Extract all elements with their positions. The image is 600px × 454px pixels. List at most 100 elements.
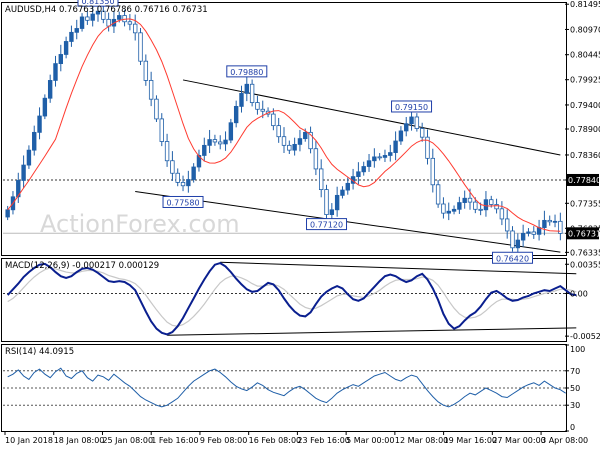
rsi-tick-label: 0 bbox=[570, 423, 575, 432]
x-tick-label: 27 Mar 00:00 bbox=[492, 436, 545, 445]
candle-body bbox=[414, 116, 420, 129]
candle-body bbox=[69, 31, 74, 42]
x-tick-label: 3 Apr 08:00 bbox=[541, 436, 588, 445]
price-tick-label: 0.78360 bbox=[570, 151, 600, 160]
price-annotation: 0.81350 bbox=[77, 0, 119, 7]
candle-body bbox=[558, 220, 563, 234]
candle-body bbox=[419, 128, 425, 138]
price-tick-label: 0.81495 bbox=[570, 0, 600, 9]
price-tag bbox=[566, 227, 599, 240]
price-tick-label: 0.80970 bbox=[570, 25, 600, 34]
candle-body bbox=[90, 13, 95, 21]
x-tick-label: 18 Jan 08:00 bbox=[54, 436, 105, 445]
annotation-label: 0.81350 bbox=[81, 0, 114, 6]
candle-body bbox=[223, 139, 228, 145]
macd-header: MACD(12,26,9) -0.000217 0.000129 bbox=[5, 261, 159, 271]
candle-body bbox=[404, 123, 409, 132]
macd-trendlines bbox=[167, 261, 577, 336]
candle-body bbox=[53, 63, 58, 81]
candle-body bbox=[5, 209, 10, 218]
channel-lower-line bbox=[135, 191, 561, 253]
candle-body bbox=[451, 208, 457, 212]
candle-body bbox=[356, 171, 361, 178]
rsi-tick-label: 50 bbox=[570, 384, 580, 393]
price-tick-label: 0.80445 bbox=[570, 51, 600, 60]
candle-body bbox=[435, 184, 441, 205]
candle-body bbox=[313, 148, 319, 170]
annotation-label: 0.79150 bbox=[395, 103, 428, 112]
x-tick-label: 1 Feb 16:00 bbox=[151, 436, 198, 445]
candle-body bbox=[191, 166, 196, 180]
price-annotation: 0.77120 bbox=[306, 218, 348, 231]
x-tick-label: 19 Mar 16:00 bbox=[444, 436, 497, 445]
macd-tick-label: -0.005207 bbox=[570, 332, 600, 341]
price-annotation: 0.77580 bbox=[162, 195, 204, 208]
candle-body bbox=[138, 32, 143, 62]
candle-body bbox=[276, 125, 281, 138]
candle-body bbox=[132, 23, 138, 34]
candle-body bbox=[430, 157, 435, 186]
price-axis: 0.81495 0.80970 0.80445 0.79925 0.79400 0.789… bbox=[565, 0, 600, 257]
candle-body bbox=[32, 131, 37, 151]
candle-body bbox=[377, 156, 382, 159]
candle-body bbox=[196, 155, 202, 168]
price-annotation: 0.79150 bbox=[391, 100, 433, 113]
price-annotation: 0.76420 bbox=[492, 251, 534, 264]
candle-body bbox=[526, 231, 531, 234]
candle-body bbox=[95, 10, 101, 15]
candle-body bbox=[382, 155, 388, 158]
candle-body bbox=[499, 208, 505, 220]
annotation-box bbox=[306, 218, 348, 231]
candle-body bbox=[63, 41, 69, 55]
moving-average-line bbox=[7, 18, 561, 232]
candle-body bbox=[154, 98, 159, 120]
candle-body bbox=[318, 168, 324, 190]
candle-body bbox=[462, 197, 467, 203]
candle-body bbox=[42, 97, 48, 117]
candle-body bbox=[175, 172, 180, 183]
candle-body bbox=[441, 203, 446, 214]
rsi-tick-label: 70 bbox=[570, 367, 580, 376]
candle-body bbox=[329, 209, 335, 216]
candle-body bbox=[520, 232, 526, 241]
candle-body bbox=[47, 80, 53, 99]
candle-body bbox=[85, 16, 90, 21]
candle-body bbox=[297, 138, 303, 145]
candle-body bbox=[186, 179, 191, 187]
candle-body bbox=[457, 202, 462, 210]
macd-signal-line bbox=[7, 267, 577, 327]
candle-body bbox=[180, 181, 186, 187]
price-tick-label: 0.78900 bbox=[570, 125, 600, 134]
candle-body bbox=[207, 139, 212, 146]
candle-body bbox=[127, 21, 133, 25]
candle-body bbox=[159, 118, 164, 142]
candle-body bbox=[483, 199, 489, 211]
rsi-tick-label: 30 bbox=[570, 401, 580, 410]
x-tick-label: 16 Feb 08:00 bbox=[249, 436, 301, 445]
candle-body bbox=[446, 210, 451, 214]
annotation-box bbox=[391, 100, 433, 113]
annotation-label: 0.77580 bbox=[166, 198, 199, 207]
price-tick-label: 0.79925 bbox=[570, 76, 600, 85]
price-tag bbox=[566, 173, 599, 186]
candle-body bbox=[101, 10, 106, 20]
annotation-box bbox=[77, 0, 119, 7]
candle-body bbox=[366, 160, 372, 167]
price-annotation: 0.79880 bbox=[226, 65, 268, 78]
candle-body bbox=[117, 15, 122, 20]
candle-body bbox=[233, 105, 239, 124]
x-tick-label: 12 Mar 08:00 bbox=[395, 436, 448, 445]
x-tick-label: 5 Mar 00:00 bbox=[346, 436, 394, 445]
candle-body bbox=[271, 113, 276, 127]
candle-body bbox=[303, 131, 308, 140]
candle-body bbox=[515, 239, 521, 249]
candle-body bbox=[170, 160, 175, 174]
rsi-header: RSI(14) 44.0915 bbox=[5, 347, 74, 357]
x-tick-label: 10 Jan 2018 bbox=[5, 436, 53, 445]
x-tick-label: 9 Feb 08:00 bbox=[200, 436, 247, 445]
candle-body bbox=[228, 122, 234, 141]
candle-body bbox=[531, 231, 536, 235]
candle-body bbox=[79, 16, 85, 29]
price-candles bbox=[5, 1, 563, 254]
